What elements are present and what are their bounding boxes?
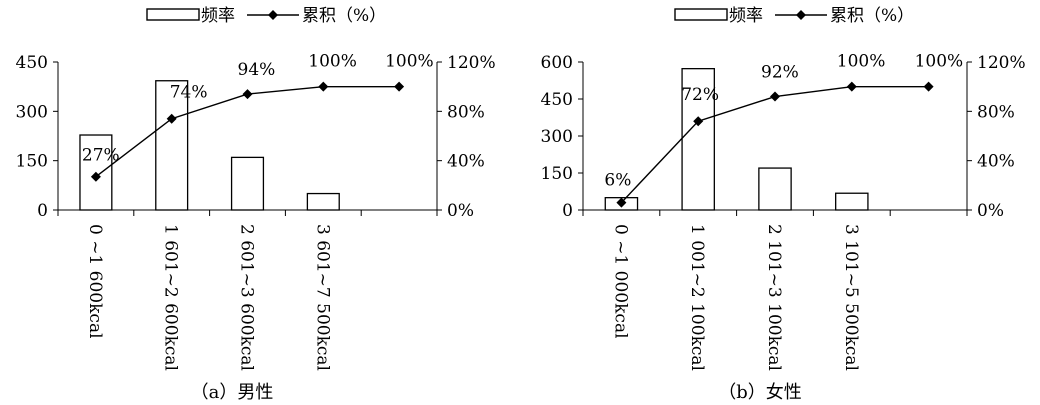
line-point-marker	[394, 81, 405, 92]
y-right-tick-label: 40%	[447, 152, 485, 172]
data-label: 100%	[308, 52, 357, 72]
x-tick-label: 1 001~2 100kcal	[687, 224, 707, 371]
y-left-tick-label: 150	[16, 152, 48, 172]
y-left-tick-label: 0	[562, 201, 573, 221]
y-right-tick-label: 80%	[977, 102, 1015, 122]
data-label: 27%	[82, 146, 120, 166]
y-left-tick-label: 300	[16, 102, 48, 122]
line-point-marker	[166, 113, 177, 124]
y-left-tick-label: 0	[37, 201, 48, 221]
chart-caption: （a）男性	[191, 382, 274, 403]
legend-bar-swatch	[146, 8, 200, 21]
data-label: 100%	[385, 52, 434, 72]
y-right-tick-label: 0%	[977, 201, 1004, 221]
legend-bar-label: 频率	[729, 6, 763, 26]
y-right-tick-label: 120%	[977, 53, 1026, 73]
legend: 频率 累积（%）	[674, 6, 914, 26]
x-tick-label: 2 601~3 600kcal	[237, 224, 257, 371]
chart-panel-female: 频率 累积（%） 0 150 300 450 600 0% 40% 80% 120% 6% 72% 92%…	[541, 6, 1026, 403]
y-left-tick-label: 150	[541, 164, 573, 184]
y-right-tick-label: 40%	[977, 152, 1015, 172]
data-label: 100%	[837, 52, 886, 72]
data-label: 6%	[604, 171, 631, 191]
line-point-marker	[846, 81, 857, 92]
y-left-tick-label: 450	[16, 53, 48, 73]
data-label: 94%	[238, 60, 276, 80]
x-tick-label: 2 101~3 100kcal	[764, 224, 784, 371]
bar	[306, 192, 340, 211]
y-right-tick-label: 120%	[447, 53, 496, 73]
legend-line-label: 累积（%）	[302, 6, 386, 26]
y-left-tick-label: 600	[541, 53, 573, 73]
legend: 频率 累积（%）	[146, 6, 386, 26]
x-tick-label: 3 101~5 500kcal	[841, 224, 861, 371]
line-point-marker	[693, 116, 704, 127]
x-tick-label: 0 ~1 600kcal	[85, 224, 105, 339]
line-point-marker	[242, 89, 253, 100]
bar	[758, 167, 792, 211]
x-tick-label: 3 601~7 500kcal	[312, 224, 332, 371]
x-tick-label: 1 601~2 600kcal	[161, 224, 181, 371]
y-left-tick-label: 450	[541, 90, 573, 110]
bar	[835, 192, 869, 211]
legend-line-label: 累积（%）	[830, 6, 914, 26]
legend-bar-label: 频率	[201, 6, 235, 26]
chart-caption: （b）女性	[718, 382, 802, 403]
line-point-marker	[90, 171, 101, 182]
line-point-marker	[616, 197, 627, 208]
line-point-marker	[923, 81, 934, 92]
data-label: 72%	[681, 85, 719, 105]
data-label: 100%	[915, 52, 964, 72]
chart-panel-male: 频率 累积（%） 0 150 300 450 0% 40% 80% 120% 27% 74% 94% 10…	[16, 6, 496, 403]
bar	[230, 156, 265, 211]
legend-bar-swatch	[674, 8, 728, 21]
legend-diamond-marker	[268, 10, 278, 20]
line-point-marker	[318, 81, 329, 92]
data-label: 92%	[761, 63, 799, 83]
y-right-tick-label: 80%	[447, 102, 485, 122]
line-point-marker	[770, 91, 780, 102]
y-left-tick-label: 300	[541, 127, 573, 147]
y-right-tick-label: 0%	[447, 201, 474, 221]
data-label: 74%	[170, 83, 208, 103]
legend-diamond-marker	[796, 10, 806, 20]
x-tick-label: 0 ~1 000kcal	[610, 224, 630, 339]
bar	[155, 80, 189, 211]
bar	[681, 68, 715, 211]
